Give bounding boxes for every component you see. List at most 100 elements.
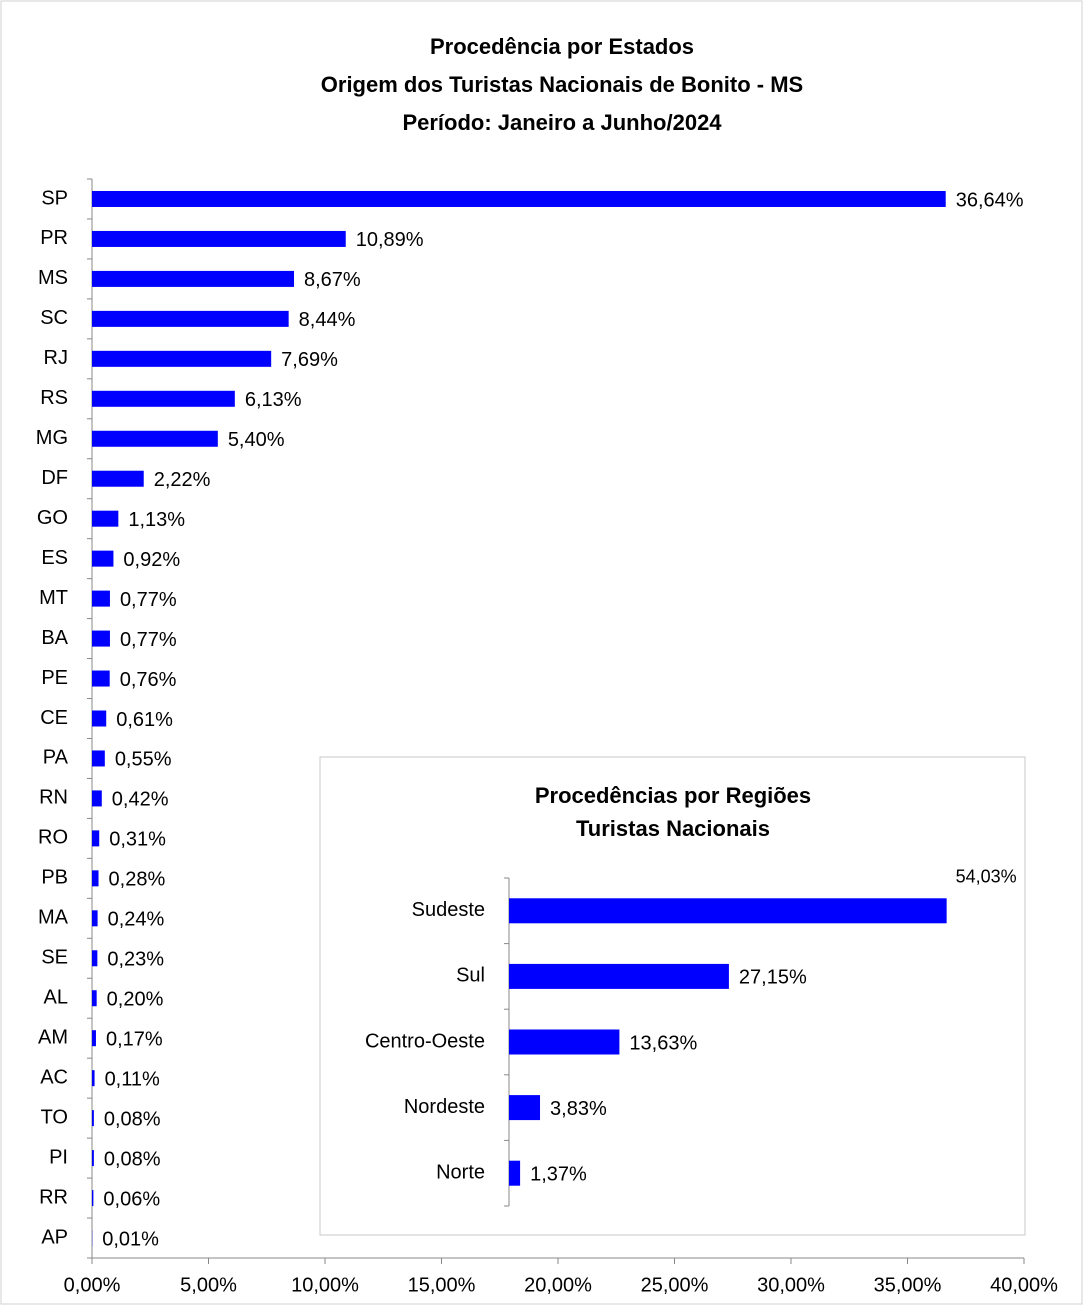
data-label: 0,20% <box>107 989 164 1011</box>
y-tick-label: SE <box>41 947 68 969</box>
bar <box>92 870 99 886</box>
x-tick-label: 30,00% <box>757 1274 825 1296</box>
bar <box>92 591 110 607</box>
bar <box>509 1161 520 1186</box>
bar <box>92 191 946 207</box>
data-label: 0,11% <box>105 1068 160 1090</box>
y-tick-label: ES <box>41 547 68 569</box>
data-label: 3,83% <box>550 1098 607 1120</box>
bar <box>92 511 118 527</box>
bar <box>92 431 218 447</box>
bar <box>92 990 97 1006</box>
data-label: 0,08% <box>104 1108 161 1130</box>
y-tick-label: RJ <box>44 347 68 369</box>
bar <box>509 1095 540 1120</box>
y-tick-label: TO <box>41 1106 68 1128</box>
bar <box>92 1110 94 1126</box>
x-tick-label: 5,00% <box>180 1274 237 1296</box>
bar <box>92 551 113 567</box>
data-label: 0,61% <box>116 709 173 731</box>
y-tick-label: PE <box>41 667 68 689</box>
bar <box>509 964 729 989</box>
data-label: 2,22% <box>154 469 211 491</box>
bar <box>92 471 144 487</box>
bar <box>92 391 235 407</box>
bar <box>92 351 271 367</box>
data-label: 0,76% <box>120 669 177 691</box>
bar <box>92 631 110 647</box>
bar <box>92 671 110 687</box>
y-tick-label: PR <box>40 227 68 249</box>
data-label: 0,01% <box>102 1228 159 1250</box>
y-tick-label: Sudeste <box>412 899 485 921</box>
data-label: 7,69% <box>281 349 338 371</box>
y-tick-label: DF <box>41 467 68 489</box>
data-label: 1,13% <box>128 509 185 531</box>
y-tick-label: AL <box>44 987 68 1009</box>
data-label: 6,13% <box>245 389 302 411</box>
x-tick-label: 10,00% <box>291 1274 359 1296</box>
data-label: 0,42% <box>112 789 169 811</box>
y-tick-label: PA <box>43 747 69 769</box>
bar <box>92 271 294 287</box>
bar <box>92 790 102 806</box>
data-label: 1,37% <box>530 1163 587 1185</box>
data-label: 0,92% <box>123 549 180 571</box>
x-tick-label: 35,00% <box>874 1274 942 1296</box>
y-tick-label: Nordeste <box>404 1096 485 1118</box>
bar <box>92 1150 94 1166</box>
bar <box>92 711 106 727</box>
x-tick-label: 0,00% <box>64 1274 121 1296</box>
data-label: 0,77% <box>120 589 177 611</box>
data-label: 0,17% <box>106 1028 163 1050</box>
bar <box>92 1190 93 1206</box>
bar <box>92 231 346 247</box>
y-tick-label: MA <box>38 907 69 929</box>
data-label: 13,63% <box>629 1032 697 1054</box>
chart-title: Origem dos Turistas Nacionais de Bonito … <box>321 72 803 97</box>
data-label: 0,55% <box>115 749 172 771</box>
data-label: 0,06% <box>103 1188 160 1210</box>
chart-title: Turistas Nacionais <box>576 816 770 841</box>
bar <box>92 750 105 766</box>
bar <box>92 1070 95 1086</box>
y-tick-label: PB <box>41 867 68 889</box>
bar <box>92 910 98 926</box>
y-tick-label: AC <box>40 1066 68 1088</box>
x-tick-label: 25,00% <box>641 1274 709 1296</box>
data-label: 0,23% <box>107 949 164 971</box>
y-tick-label: Centro-Oeste <box>365 1030 485 1052</box>
y-tick-label: AP <box>41 1226 68 1248</box>
y-tick-label: PI <box>49 1146 68 1168</box>
data-label: 8,44% <box>299 309 356 331</box>
y-tick-label: RS <box>40 387 68 409</box>
y-tick-label: SP <box>41 187 68 209</box>
data-label: 8,67% <box>304 269 361 291</box>
y-tick-label: AM <box>38 1026 68 1048</box>
bar <box>92 830 99 846</box>
bar <box>92 311 289 327</box>
chart-title: Procedência por Estados <box>430 34 694 59</box>
y-tick-label: CE <box>40 707 68 729</box>
y-tick-label: RN <box>39 787 68 809</box>
bar <box>92 950 97 966</box>
data-label: 0,24% <box>108 909 165 931</box>
data-label: 0,08% <box>104 1148 161 1170</box>
bar <box>92 1030 96 1046</box>
y-tick-label: GO <box>37 507 68 529</box>
y-tick-label: SC <box>40 307 68 329</box>
y-tick-label: BA <box>41 627 68 649</box>
x-tick-label: 15,00% <box>408 1274 476 1296</box>
data-label: 5,40% <box>228 429 285 451</box>
data-label: 36,64% <box>956 189 1024 211</box>
data-label: 0,28% <box>109 869 166 891</box>
y-tick-label: MS <box>38 267 68 289</box>
x-tick-label: 20,00% <box>524 1274 592 1296</box>
y-tick-label: MG <box>36 427 68 449</box>
y-tick-label: RO <box>38 827 68 849</box>
bar <box>509 1030 619 1055</box>
data-label: 0,77% <box>120 629 177 651</box>
data-label: 10,89% <box>356 229 424 251</box>
data-label: 54,03% <box>956 867 1017 887</box>
